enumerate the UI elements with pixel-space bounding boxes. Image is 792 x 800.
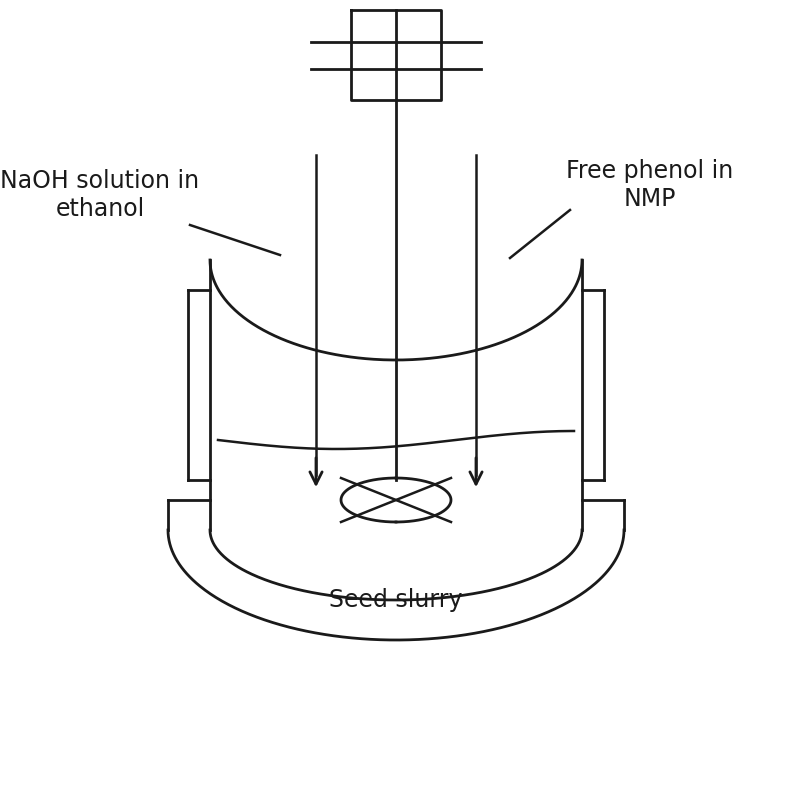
- Text: Free phenol in
NMP: Free phenol in NMP: [566, 159, 733, 211]
- Text: Seed slurry: Seed slurry: [329, 588, 463, 612]
- Text: NaOH solution in
ethanol: NaOH solution in ethanol: [1, 169, 200, 221]
